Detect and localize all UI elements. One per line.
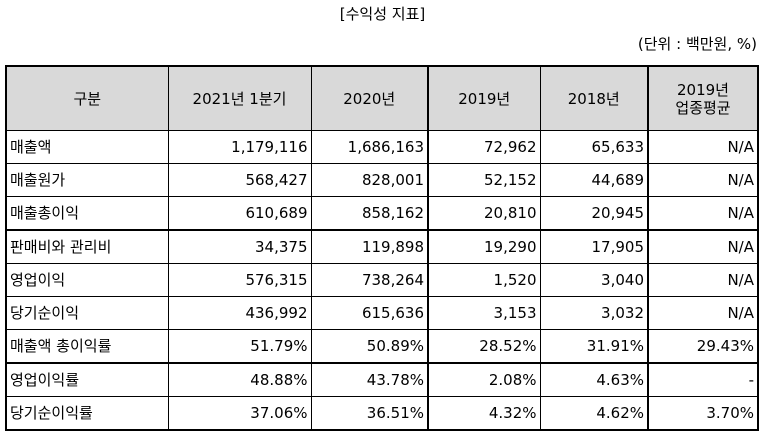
header-industry-average-label: 업종평균 — [675, 98, 731, 117]
profitability-table: 구분 2021년 1분기 2020년 2019년 2018년 2019년 업종평… — [5, 65, 759, 431]
cell-value: 20,945 — [539, 196, 649, 231]
cell-value: 4.63% — [539, 362, 649, 397]
cell-value: 72,962 — [427, 130, 541, 164]
cell-value: N/A — [647, 296, 759, 330]
unit-note: (단위 : 백만원, %) — [637, 35, 757, 53]
table-row: 당기순이익 436,992 615,636 3,153 3,032 N/A — [5, 296, 759, 330]
header-2019: 2019년 — [427, 65, 541, 131]
cell-value: - — [647, 362, 759, 397]
cell-value: 615,636 — [310, 296, 429, 330]
header-2020: 2020년 — [310, 65, 429, 131]
cell-value: 738,264 — [310, 263, 429, 297]
cell-value: 52,152 — [427, 163, 541, 197]
header-industry-average-year: 2019년 — [677, 80, 729, 99]
cell-value: 4.32% — [427, 396, 541, 431]
table-row: 매출액 1,179,116 1,686,163 72,962 65,633 N/… — [5, 130, 759, 164]
row-label: 영업이익 — [5, 263, 169, 297]
cell-value: 119,898 — [310, 229, 429, 264]
cell-value: 51.79% — [167, 329, 312, 364]
cell-value: 1,686,163 — [310, 130, 429, 164]
table-row: 영업이익률 48.88% 43.78% 2.08% 4.63% - — [5, 362, 759, 397]
row-label: 당기순이익 — [5, 296, 169, 330]
cell-value: 858,162 — [310, 196, 429, 231]
cell-value: 34,375 — [167, 229, 312, 264]
cell-value: 828,001 — [310, 163, 429, 197]
cell-value: 3.70% — [647, 396, 759, 431]
cell-value: 36.51% — [310, 396, 429, 431]
header-2021-q1: 2021년 1분기 — [167, 65, 312, 131]
cell-value: 19,290 — [427, 229, 541, 264]
table-row: 당기순이익률 37.06% 36.51% 4.32% 4.62% 3.70% — [5, 396, 759, 431]
header-category: 구분 — [5, 65, 169, 131]
cell-value: 3,040 — [539, 263, 649, 297]
cell-value: N/A — [647, 196, 759, 231]
cell-value: N/A — [647, 163, 759, 197]
cell-value: 65,633 — [539, 130, 649, 164]
cell-value: N/A — [647, 229, 759, 264]
row-label: 매출액 총이익률 — [5, 329, 169, 364]
cell-value: N/A — [647, 263, 759, 297]
table-row: 매출액 총이익률 51.79% 50.89% 28.52% 31.91% 29.… — [5, 329, 759, 364]
cell-value: 4.62% — [539, 396, 649, 431]
cell-value: 29.43% — [647, 329, 759, 364]
cell-value: 20,810 — [427, 196, 541, 231]
table-row: 영업이익 576,315 738,264 1,520 3,040 N/A — [5, 263, 759, 297]
cell-value: 48.88% — [167, 362, 312, 397]
table-row: 판매비와 관리비 34,375 119,898 19,290 17,905 N/… — [5, 229, 759, 264]
header-industry-average: 2019년 업종평균 — [647, 65, 759, 131]
row-label: 당기순이익률 — [5, 396, 169, 431]
cell-value: N/A — [647, 130, 759, 164]
header-row: 구분 2021년 1분기 2020년 2019년 2018년 2019년 업종평… — [5, 65, 759, 131]
row-label: 매출원가 — [5, 163, 169, 197]
row-label: 매출총이익 — [5, 196, 169, 231]
cell-value: 436,992 — [167, 296, 312, 330]
table-row: 매출원가 568,427 828,001 52,152 44,689 N/A — [5, 163, 759, 197]
cell-value: 576,315 — [167, 263, 312, 297]
cell-value: 1,179,116 — [167, 130, 312, 164]
cell-value: 568,427 — [167, 163, 312, 197]
cell-value: 610,689 — [167, 196, 312, 231]
cell-value: 37.06% — [167, 396, 312, 431]
cell-value: 2.08% — [427, 362, 541, 397]
cell-value: 3,032 — [539, 296, 649, 330]
row-label: 영업이익률 — [5, 362, 169, 397]
cell-value: 3,153 — [427, 296, 541, 330]
row-label: 판매비와 관리비 — [5, 229, 169, 264]
table-title: [수익성 지표] — [339, 5, 426, 23]
cell-value: 1,520 — [427, 263, 541, 297]
cell-value: 17,905 — [539, 229, 649, 264]
cell-value: 43.78% — [310, 362, 429, 397]
header-2018: 2018년 — [539, 65, 649, 131]
table-row: 매출총이익 610,689 858,162 20,810 20,945 N/A — [5, 196, 759, 231]
row-label: 매출액 — [5, 130, 169, 164]
cell-value: 31.91% — [539, 329, 649, 364]
cell-value: 28.52% — [427, 329, 541, 364]
cell-value: 44,689 — [539, 163, 649, 197]
cell-value: 50.89% — [310, 329, 429, 364]
